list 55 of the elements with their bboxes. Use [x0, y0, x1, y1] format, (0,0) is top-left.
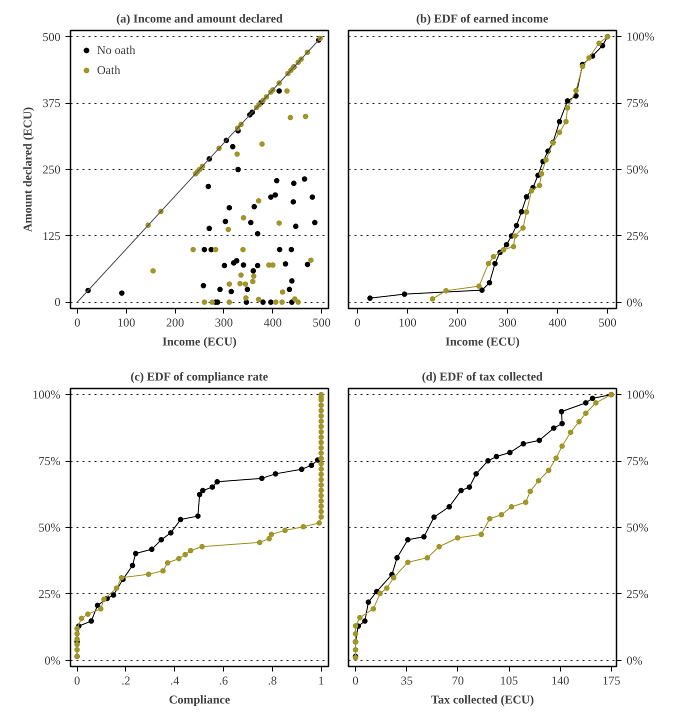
x-tick-label: .8	[268, 674, 277, 688]
x-tick-label: 500	[598, 316, 616, 330]
x-tick-label: 140	[551, 674, 570, 688]
x-tick-label: 0	[354, 316, 360, 330]
y-tick-label: 0%	[626, 295, 642, 310]
y-tick-label: 25%	[38, 586, 61, 601]
y-tick-label: 75%	[626, 454, 648, 468]
legend-label: Oath	[97, 62, 120, 78]
chart-title: (c) EDF of compliance rate	[130, 370, 269, 384]
x-tick-label: 100	[117, 316, 136, 330]
x-tick-label: 400	[548, 316, 566, 330]
x-tick-label: 300	[498, 316, 516, 330]
y-tick-label: 75%	[38, 454, 61, 468]
y-tick-label: 375	[42, 96, 60, 110]
y-tick-label: 0%	[626, 653, 642, 668]
x-tick-label: 500	[312, 316, 331, 330]
x-tick-label: 35	[400, 674, 413, 688]
legend-label: No oath	[97, 42, 136, 58]
y-tick-label: 25%	[626, 586, 648, 601]
x-tick-label: 100	[398, 316, 416, 330]
x-tick-label: 400	[264, 316, 282, 330]
y-tick-label: 75%	[626, 96, 648, 110]
chart-title: (a) Income and amount declared	[116, 12, 284, 26]
chart-title: (d) EDF of tax collected	[422, 370, 544, 384]
y-tick-label: 50%	[38, 520, 61, 534]
y-tick-label: 0%	[44, 653, 61, 668]
x-axis-title: Income (ECU)	[445, 334, 520, 348]
y-tick-label: 500	[42, 30, 60, 44]
x-axis-title: Tax collected (ECU)	[431, 692, 534, 706]
x-tick-label: 0	[352, 674, 359, 688]
x-tick-label: 175	[602, 674, 620, 688]
x-tick-label: 105	[500, 674, 518, 688]
y-tick-label: 125	[42, 228, 60, 243]
x-axis-title: Income (ECU)	[162, 334, 237, 348]
y-axis-title: Amount declared (ECU)	[20, 106, 34, 232]
y-tick-label: 50%	[626, 162, 648, 176]
y-tick-label: 0	[54, 295, 60, 310]
y-tick-label: 100%	[626, 30, 654, 44]
chart-title: (b) EDF of earned income	[416, 12, 550, 26]
x-tick-label: 200	[166, 316, 184, 330]
y-tick-label: 250	[42, 162, 60, 176]
x-tick-label: 70	[452, 674, 464, 688]
x-tick-label: 1	[318, 674, 324, 688]
x-tick-label: .2	[121, 674, 130, 688]
y-tick-label: 100%	[32, 388, 61, 402]
x-axis-title: Compliance	[168, 692, 231, 706]
x-tick-label: .4	[170, 674, 180, 688]
x-tick-label: .6	[219, 674, 228, 688]
y-tick-label: 25%	[626, 228, 648, 243]
y-tick-label: 100%	[626, 388, 654, 402]
x-tick-label: 200	[448, 316, 466, 330]
y-tick-label: 50%	[626, 520, 648, 534]
x-tick-label: 300	[214, 316, 233, 330]
x-tick-label: 0	[74, 316, 80, 330]
x-tick-label: 0	[74, 674, 80, 688]
